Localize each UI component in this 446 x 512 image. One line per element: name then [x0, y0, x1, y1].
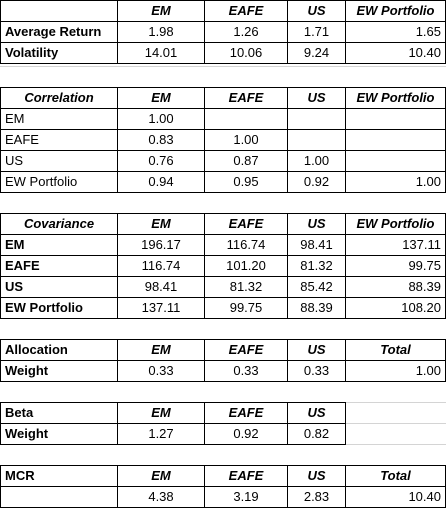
- covariance-row-label[interactable]: EM: [0, 234, 118, 256]
- returns-header-col-3[interactable]: US: [287, 0, 346, 22]
- correlation-header-col-4[interactable]: EW Portfolio: [345, 87, 446, 109]
- allocation-header-col-1[interactable]: EM: [117, 339, 205, 361]
- covariance-header-col-3[interactable]: US: [287, 213, 346, 235]
- correlation-cell[interactable]: 0.76: [117, 150, 205, 172]
- correlation-header-col-3[interactable]: US: [287, 87, 346, 109]
- allocation-cell[interactable]: 0.33: [204, 360, 288, 382]
- correlation-cell[interactable]: [345, 150, 446, 172]
- mcr-header-label[interactable]: MCR: [0, 465, 118, 487]
- covariance-cell[interactable]: 99.75: [204, 297, 288, 319]
- returns-cell[interactable]: 10.40: [345, 42, 446, 64]
- covariance-cell[interactable]: 101.20: [204, 255, 288, 277]
- covariance-cell[interactable]: 108.20: [345, 297, 446, 319]
- correlation-cell[interactable]: 1.00: [117, 108, 205, 130]
- returns-cell[interactable]: 9.24: [287, 42, 346, 64]
- correlation-row-label[interactable]: EW Portfolio: [0, 171, 118, 193]
- mcr-header-col-2[interactable]: EAFE: [204, 465, 288, 487]
- allocation-row-label[interactable]: Weight: [0, 360, 118, 382]
- beta-cell[interactable]: 0.82: [287, 423, 346, 445]
- mcr-header-col-4[interactable]: Total: [345, 465, 446, 487]
- returns-header-col-1[interactable]: EM: [117, 0, 205, 22]
- allocation-header-label[interactable]: Allocation: [0, 339, 118, 361]
- allocation-header-col-2[interactable]: EAFE: [204, 339, 288, 361]
- correlation-cell[interactable]: [287, 129, 346, 151]
- covariance-cell[interactable]: 85.42: [287, 276, 346, 298]
- returns-cell[interactable]: 1.71: [287, 21, 346, 43]
- correlation-cell[interactable]: 1.00: [204, 129, 288, 151]
- beta-cell[interactable]: 0.92: [204, 423, 288, 445]
- correlation-cell[interactable]: [204, 108, 288, 130]
- mcr-header-col-3[interactable]: US: [287, 465, 346, 487]
- mcr-row-label[interactable]: [0, 486, 118, 508]
- covariance-cell[interactable]: 116.74: [204, 234, 288, 256]
- covariance-cell[interactable]: 137.11: [345, 234, 446, 256]
- correlation-row-label[interactable]: EAFE: [0, 129, 118, 151]
- correlation-cell[interactable]: 0.95: [204, 171, 288, 193]
- returns-header-col-4[interactable]: EW Portfolio: [345, 0, 446, 22]
- covariance-row-label[interactable]: EAFE: [0, 255, 118, 277]
- correlation-cell[interactable]: [345, 129, 446, 151]
- returns-row-label[interactable]: Average Return: [0, 21, 118, 43]
- covariance-cell[interactable]: 137.11: [117, 297, 205, 319]
- covariance-cell[interactable]: 99.75: [345, 255, 446, 277]
- correlation-cell[interactable]: [345, 108, 446, 130]
- returns-row-label[interactable]: Volatility: [0, 42, 118, 64]
- mcr-cell[interactable]: 4.38: [117, 486, 205, 508]
- covariance-cell[interactable]: 116.74: [117, 255, 205, 277]
- correlation-cell[interactable]: 0.94: [117, 171, 205, 193]
- covariance-cell[interactable]: 81.32: [204, 276, 288, 298]
- covariance-header-col-1[interactable]: EM: [117, 213, 205, 235]
- gridline: [0, 66, 446, 67]
- covariance-header-col-2[interactable]: EAFE: [204, 213, 288, 235]
- correlation-row-label[interactable]: EM: [0, 108, 118, 130]
- covariance-cell[interactable]: 98.41: [287, 234, 346, 256]
- returns-cell[interactable]: 10.06: [204, 42, 288, 64]
- returns-header-col-2[interactable]: EAFE: [204, 0, 288, 22]
- allocation-header-col-3[interactable]: US: [287, 339, 346, 361]
- allocation-header-col-4[interactable]: Total: [345, 339, 446, 361]
- correlation-cell[interactable]: 1.00: [287, 150, 346, 172]
- allocation-cell[interactable]: 1.00: [345, 360, 446, 382]
- returns-cell[interactable]: 1.26: [204, 21, 288, 43]
- beta-header-col-1[interactable]: EM: [117, 402, 205, 424]
- returns-cell[interactable]: 1.65: [345, 21, 446, 43]
- correlation-cell[interactable]: [287, 108, 346, 130]
- covariance-header-col-4[interactable]: EW Portfolio: [345, 213, 446, 235]
- beta-header-col-3[interactable]: US: [287, 402, 346, 424]
- allocation-cell[interactable]: 0.33: [117, 360, 205, 382]
- covariance-row-label[interactable]: EW Portfolio: [0, 297, 118, 319]
- covariance-cell[interactable]: 81.32: [287, 255, 346, 277]
- covariance-cell[interactable]: 196.17: [117, 234, 205, 256]
- correlation-cell[interactable]: 0.87: [204, 150, 288, 172]
- mcr-cell[interactable]: 3.19: [204, 486, 288, 508]
- correlation-header-col-2[interactable]: EAFE: [204, 87, 288, 109]
- mcr-header-col-1[interactable]: EM: [117, 465, 205, 487]
- correlation-cell[interactable]: 1.00: [345, 171, 446, 193]
- mcr-cell[interactable]: 2.83: [287, 486, 346, 508]
- correlation-header-label[interactable]: Correlation: [0, 87, 118, 109]
- beta-cell[interactable]: 1.27: [117, 423, 205, 445]
- returns-cell[interactable]: 14.01: [117, 42, 205, 64]
- covariance-row-label[interactable]: US: [0, 276, 118, 298]
- mcr-cell[interactable]: 10.40: [345, 486, 446, 508]
- covariance-cell[interactable]: 98.41: [117, 276, 205, 298]
- covariance-cell[interactable]: 88.39: [287, 297, 346, 319]
- allocation-cell[interactable]: 0.33: [287, 360, 346, 382]
- beta-row-label[interactable]: Weight: [0, 423, 118, 445]
- covariance-cell[interactable]: 88.39: [345, 276, 446, 298]
- correlation-cell[interactable]: 0.92: [287, 171, 346, 193]
- beta-header-col-2[interactable]: EAFE: [204, 402, 288, 424]
- correlation-header-col-1[interactable]: EM: [117, 87, 205, 109]
- covariance-header-label[interactable]: Covariance: [0, 213, 118, 235]
- returns-cell[interactable]: 1.98: [117, 21, 205, 43]
- returns-header-label[interactable]: [0, 0, 118, 22]
- beta-header-label[interactable]: Beta: [0, 402, 118, 424]
- correlation-cell[interactable]: 0.83: [117, 129, 205, 151]
- correlation-row-label[interactable]: US: [0, 150, 118, 172]
